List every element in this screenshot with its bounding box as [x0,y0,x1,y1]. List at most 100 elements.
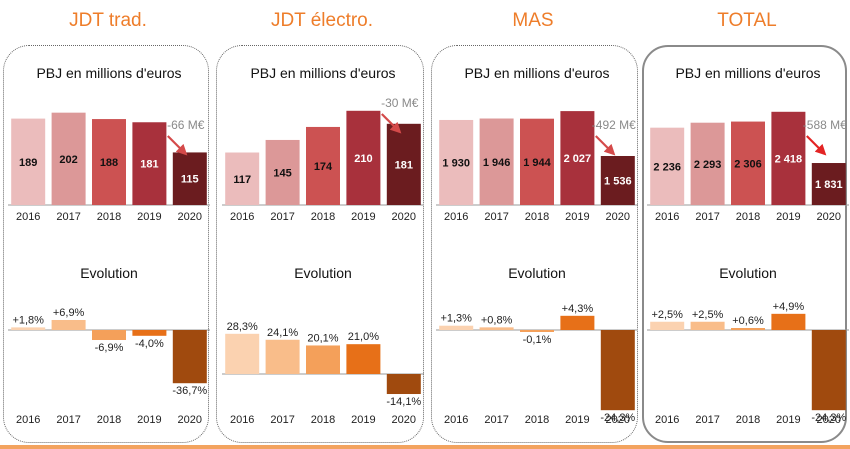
evo-year-label: 2018 [311,414,335,426]
evo-year-label: 2016 [655,414,679,426]
evo-year-label: 2016 [16,414,40,426]
pbj-bar-2016 [11,118,46,205]
pbj-bar-2018 [92,119,126,205]
evo-year-label: 2020 [392,414,416,426]
pbj-value-label: 174 [314,161,333,173]
evo-bar-2019 [132,330,167,336]
pbj-value-label: 2 293 [694,159,722,171]
pbj-year-label: 2017 [56,211,80,223]
evo-year-label: 2018 [97,414,121,426]
pbj-value-label: 189 [19,157,37,169]
evo-chart-title: Evolution [294,265,352,281]
evo-bar-2018 [731,328,765,330]
pbj-year-label: 2016 [230,211,254,223]
evo-value-label: -0,1% [523,334,552,346]
pbj-year-label: 2020 [178,211,202,223]
pbj-bar-2017 [265,139,300,205]
pbj-bar-2017 [479,118,514,205]
decline-arrow-icon [381,113,402,134]
pbj-bar-2018 [731,121,765,205]
pbj-value-label: 145 [273,167,291,179]
evo-value-label: +2,5% [651,309,683,321]
evo-bar-2020 [811,330,846,411]
evo-chart-title: Evolution [80,265,138,281]
evo-bar-2020 [386,374,421,395]
evo-value-label: +4,9% [773,301,805,313]
evo-year-label: 2017 [695,414,719,426]
pbj-value-label: 1 930 [442,157,470,169]
pbj-year-label: 2018 [97,211,121,223]
panel-box-jdt-trad [3,45,209,443]
evo-year-label: 2020 [817,414,841,426]
evo-value-label: 20,1% [307,332,338,344]
pbj-bar-2020 [811,163,846,205]
pbj-value-label: 115 [181,174,199,186]
evo-bar-2016 [439,325,474,330]
pbj-value-label: 117 [233,174,251,186]
evo-bar-2019 [560,315,595,330]
pbj-bar-2019 [132,122,167,205]
pbj-year-label: 2019 [351,211,375,223]
evo-value-label: -14,1% [386,396,421,408]
decline-arrow-icon [167,135,188,156]
pbj-year-label: 2019 [137,211,161,223]
evo-year-label: 2016 [230,414,254,426]
pbj-bar-2016 [650,127,685,205]
evo-bar-2017 [51,319,86,330]
evo-value-label: -36,7% [172,385,207,397]
pbj-value-label: 1 946 [483,157,511,169]
evo-bar-2019 [346,344,381,374]
evo-year-label: 2016 [444,414,468,426]
pbj-year-label: 2016 [444,211,468,223]
evo-year-label: 2019 [565,414,589,426]
pbj-value-label: 2 418 [775,153,803,165]
evo-year-label: 2018 [525,414,549,426]
pbj-bar-2019 [346,110,381,205]
pbj-bar-2017 [690,122,725,205]
pbj-year-label: 2017 [695,211,719,223]
pbj-bar-2016 [225,152,260,205]
pbj-year-label: 2016 [655,211,679,223]
evo-chart-title: Evolution [719,265,777,281]
pbj-value-label: 210 [354,153,372,165]
pbj-year-label: 2019 [565,211,589,223]
pbj-value-label: 1 536 [604,175,632,187]
evo-value-label: +0,8% [481,314,513,326]
evo-year-label: 2017 [56,414,80,426]
evo-bar-2017 [479,327,514,330]
delta-label: -588 M€ [803,118,847,132]
panel-box-total [642,45,847,443]
evo-bar-2018 [92,330,126,341]
evo-value-label: +4,3% [562,303,594,315]
decline-arrow-icon [806,135,827,156]
evo-value-label: -24,3% [811,412,846,424]
evo-value-label: +6,9% [53,307,85,319]
pbj-value-label: 181 [395,159,413,171]
evo-bar-2018 [520,330,554,332]
delta-label: -492 M€ [592,118,636,132]
pbj-year-label: 2017 [484,211,508,223]
panel-title-jdt-electro: JDT électro. [270,10,374,31]
pbj-year-label: 2020 [606,211,630,223]
evo-value-label: 24,1% [267,327,298,339]
pbj-year-label: 2020 [817,211,841,223]
pbj-value-label: 1 944 [523,157,551,169]
panel-box-mas [431,45,638,443]
pbj-value-label: 2 306 [734,158,762,170]
evo-chart-title: Evolution [508,265,566,281]
evo-bar-2020 [172,330,207,384]
pbj-bar-2019 [560,111,595,205]
panel-title-jdt-trad: JDT trad. [69,10,147,31]
pbj-year-label: 2020 [392,211,416,223]
pbj-bar-2017 [51,112,86,205]
pbj-year-label: 2018 [311,211,335,223]
evo-value-label: -24,3% [600,412,635,424]
pbj-value-label: 2 236 [653,161,681,173]
evo-value-label: -4,0% [135,338,164,350]
evo-bar-2019 [771,313,806,330]
evo-bar-2017 [265,339,300,374]
evo-bar-2020 [600,330,635,411]
pbj-value-label: 181 [140,159,158,171]
evo-value-label: +1,3% [440,313,472,325]
